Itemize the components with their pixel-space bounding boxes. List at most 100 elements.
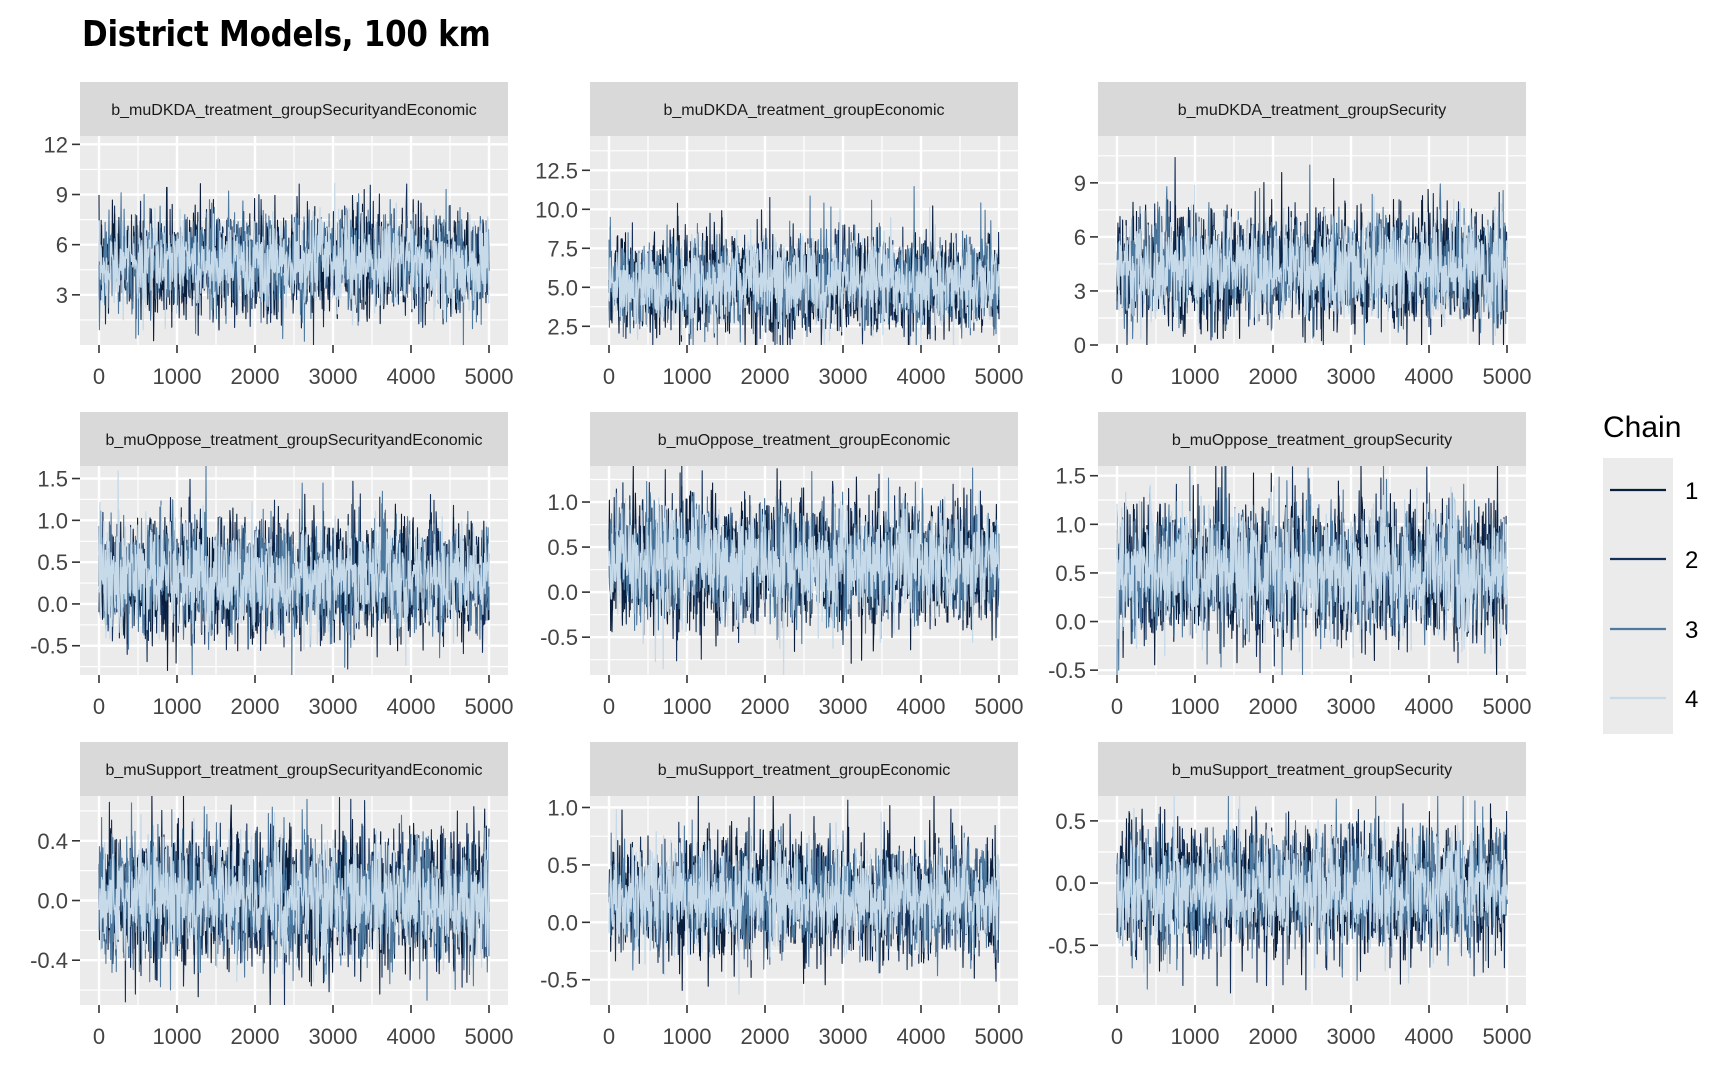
facet-panels: b_muDKDA_treatment_groupSecurityandEcono… [30, 82, 1531, 1049]
x-tick-label: 0 [603, 364, 615, 389]
facet-strip [80, 742, 508, 796]
facet-panel-9: b_muSupport_treatment_groupSecurity -0.5 0… [1048, 742, 1531, 1049]
trace-lines [608, 796, 1000, 995]
trace-chain-4 [98, 182, 490, 331]
y-tick-label: 0.0 [1055, 871, 1086, 896]
x-tick-label: 2000 [741, 364, 790, 389]
y-tick-label: 3 [1074, 279, 1086, 304]
x-tick-label: 0 [93, 694, 105, 719]
x-tick-label: 2000 [741, 1024, 790, 1049]
legend-label-chain-2: 2 [1685, 547, 1698, 574]
legend-background [1603, 458, 1673, 734]
y-tick-label: -0.5 [540, 625, 578, 650]
trace-lines [608, 185, 1000, 345]
x-tick-label: 2000 [231, 694, 280, 719]
x-tick-label: 3000 [1327, 694, 1376, 719]
y-tick-label: 3 [56, 283, 68, 308]
x-tick-label: 5000 [1483, 694, 1532, 719]
facet-strip [1098, 82, 1526, 136]
trace-lines [98, 796, 490, 1005]
y-tick-label: 1.5 [37, 467, 68, 492]
facet-strip-label: b_muOppose_treatment_groupEconomic [658, 432, 951, 449]
x-tick-label: 2000 [231, 1024, 280, 1049]
y-tick-label: 0.5 [1055, 561, 1086, 586]
facet-panel-6: b_muOppose_treatment_groupSecurity -0.5 0.… [1048, 412, 1531, 719]
y-tick-label: 9 [1074, 171, 1086, 196]
facet-strip-label: b_muDKDA_treatment_groupSecurity [1178, 102, 1447, 119]
x-tick-label: 2000 [1249, 694, 1298, 719]
x-tick-label: 1000 [153, 694, 202, 719]
y-tick-label: 1.0 [1055, 512, 1086, 537]
x-tick-label: 2000 [1249, 364, 1298, 389]
y-tick-label: 9 [56, 183, 68, 208]
x-tick-label: 4000 [387, 1024, 436, 1049]
y-tick-label: 0.5 [1055, 809, 1086, 834]
y-tick-label: 0.5 [547, 853, 578, 878]
y-tick-label: 6 [56, 233, 68, 258]
x-tick-label: 5000 [465, 364, 514, 389]
x-tick-label: 5000 [975, 694, 1024, 719]
trace-chain-4 [608, 206, 1000, 345]
legend-label-chain-4: 4 [1685, 686, 1698, 713]
axis-ticks: -0.5 0.0 0.5 1.0 0 1000 2000 3000 4000 5000 [540, 490, 1023, 719]
legend-label-chain-1: 1 [1685, 478, 1698, 505]
x-tick-label: 1000 [663, 364, 712, 389]
y-tick-label: -0.5 [540, 968, 578, 993]
axis-ticks: 2.5 5.0 7.5 10.0 12.5 0 1000 2000 3000 4000 5000 [535, 158, 1023, 389]
x-tick-label: 2000 [1249, 1024, 1298, 1049]
x-tick-label: 5000 [975, 364, 1024, 389]
y-tick-label: 1.0 [547, 490, 578, 515]
x-tick-label: 1000 [1171, 364, 1220, 389]
trace-chain-4 [98, 811, 490, 983]
y-tick-label: -0.4 [30, 948, 68, 973]
facet-strip [590, 82, 1018, 136]
x-tick-label: 3000 [819, 1024, 868, 1049]
x-tick-label: 5000 [1483, 1024, 1532, 1049]
trace-chain-4 [98, 470, 490, 667]
trace-chain-4 [1116, 796, 1508, 984]
trace-lines [98, 466, 490, 675]
facet-strip-label: b_muSupport_treatment_groupEconomic [658, 762, 951, 779]
facet-strip-label: b_muOppose_treatment_groupSecurity [1172, 432, 1452, 449]
y-tick-label: 7.5 [547, 236, 578, 261]
y-tick-label: 0.0 [547, 580, 578, 605]
facet-strip [1098, 742, 1526, 796]
y-tick-label: -0.5 [1048, 658, 1086, 683]
trace-lines [1116, 796, 1508, 994]
legend: Chain 1 2 3 4 [1603, 411, 1698, 734]
x-tick-label: 2000 [741, 694, 790, 719]
axis-ticks: -0.5 0.0 0.5 0 1000 2000 3000 4000 5000 [1048, 809, 1531, 1049]
facet-strip [590, 412, 1018, 466]
x-tick-label: 0 [603, 694, 615, 719]
axis-ticks: -0.4 0.0 0.4 0 1000 2000 3000 4000 5000 [30, 829, 513, 1049]
x-tick-label: 4000 [897, 364, 946, 389]
trace-chain-4 [608, 809, 1000, 995]
y-tick-label: 0.0 [37, 889, 68, 914]
x-tick-label: 0 [93, 364, 105, 389]
y-tick-label: 0.0 [1055, 610, 1086, 635]
x-tick-label: 4000 [897, 1024, 946, 1049]
facet-strip-label: b_muSupport_treatment_groupSecurity [1172, 762, 1452, 779]
trace-chain-4 [1116, 184, 1508, 340]
y-tick-label: 0.5 [37, 550, 68, 575]
facet-panel-4: b_muOppose_treatment_groupSecurityandEco… [30, 412, 513, 719]
x-tick-label: 3000 [1327, 364, 1376, 389]
axis-ticks: 0 3 6 9 0 1000 2000 3000 4000 5000 [1074, 171, 1532, 389]
axis-ticks: -0.5 0.0 0.5 1.0 0 1000 2000 3000 4000 5000 [540, 795, 1023, 1049]
x-tick-label: 0 [1111, 694, 1123, 719]
x-tick-label: 0 [1111, 364, 1123, 389]
axis-ticks: 3 6 9 12 0 1000 2000 3000 4000 5000 [44, 132, 514, 389]
y-tick-label: 12.5 [535, 158, 578, 183]
y-tick-label: 0.0 [547, 910, 578, 935]
trace-lines [98, 182, 490, 345]
trace-chain-4 [1116, 484, 1508, 659]
y-tick-label: 0.5 [547, 535, 578, 560]
x-tick-label: 1000 [663, 1024, 712, 1049]
legend-title: Chain [1603, 411, 1681, 444]
y-tick-label: 0 [1074, 333, 1086, 358]
trace-chain-1 [98, 796, 490, 1005]
y-tick-label: 6 [1074, 225, 1086, 250]
x-tick-label: 3000 [1327, 1024, 1376, 1049]
facet-panel-2: b_muDKDA_treatment_groupEconomic 2.5 5.0 7.… [535, 82, 1023, 389]
